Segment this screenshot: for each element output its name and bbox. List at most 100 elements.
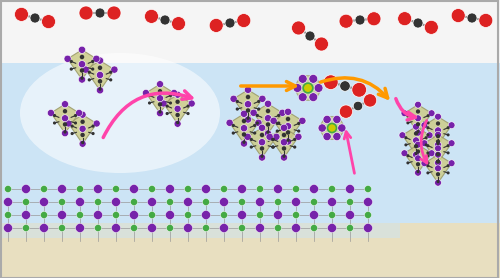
Circle shape [176, 121, 179, 124]
Circle shape [314, 84, 323, 92]
Circle shape [412, 151, 420, 158]
Circle shape [174, 91, 181, 98]
Circle shape [246, 108, 250, 113]
Circle shape [148, 185, 156, 192]
Circle shape [256, 224, 264, 232]
Circle shape [58, 225, 66, 232]
Circle shape [436, 172, 440, 176]
Polygon shape [424, 135, 452, 163]
Circle shape [414, 129, 422, 136]
Circle shape [238, 210, 246, 220]
Circle shape [328, 123, 336, 133]
Circle shape [76, 197, 84, 207]
Circle shape [184, 212, 192, 219]
Ellipse shape [296, 76, 320, 100]
Circle shape [286, 117, 290, 121]
Circle shape [446, 164, 450, 167]
Circle shape [112, 185, 119, 192]
Circle shape [130, 198, 138, 205]
Ellipse shape [320, 116, 344, 140]
Circle shape [295, 133, 302, 140]
Circle shape [4, 197, 13, 207]
Circle shape [184, 185, 192, 192]
Circle shape [166, 210, 174, 220]
Circle shape [413, 18, 423, 28]
Circle shape [323, 115, 331, 124]
Circle shape [272, 145, 275, 149]
Circle shape [446, 126, 450, 129]
Circle shape [280, 154, 287, 161]
Circle shape [76, 212, 84, 219]
Circle shape [244, 116, 252, 123]
Polygon shape [254, 104, 282, 133]
Circle shape [446, 144, 450, 147]
Circle shape [310, 225, 318, 232]
Circle shape [220, 224, 228, 232]
Circle shape [279, 109, 286, 116]
Circle shape [260, 155, 264, 158]
Circle shape [79, 111, 86, 118]
Circle shape [92, 125, 94, 128]
Circle shape [434, 141, 442, 148]
Circle shape [446, 151, 450, 154]
Circle shape [184, 224, 192, 232]
Circle shape [237, 14, 251, 28]
Circle shape [276, 130, 279, 133]
Circle shape [202, 185, 210, 193]
Circle shape [298, 75, 307, 83]
Circle shape [271, 138, 274, 141]
Circle shape [292, 197, 300, 207]
Circle shape [446, 133, 450, 136]
Circle shape [176, 100, 180, 104]
Circle shape [467, 13, 477, 23]
Circle shape [434, 165, 442, 172]
Circle shape [352, 83, 366, 97]
Circle shape [96, 57, 103, 64]
Circle shape [426, 154, 430, 157]
Circle shape [156, 95, 164, 102]
Circle shape [80, 120, 85, 124]
Circle shape [174, 105, 181, 112]
Circle shape [323, 132, 331, 141]
Circle shape [94, 225, 102, 232]
Circle shape [426, 151, 430, 154]
Circle shape [434, 113, 442, 120]
Circle shape [98, 66, 102, 70]
Circle shape [299, 117, 306, 124]
Circle shape [266, 122, 270, 127]
Polygon shape [164, 95, 192, 124]
Circle shape [339, 14, 353, 28]
Circle shape [170, 90, 177, 96]
Circle shape [79, 125, 86, 132]
Circle shape [426, 133, 430, 136]
Circle shape [91, 68, 94, 71]
Circle shape [416, 109, 420, 114]
Circle shape [256, 121, 259, 125]
Circle shape [271, 145, 274, 149]
Circle shape [340, 105, 352, 118]
Circle shape [112, 224, 120, 232]
Circle shape [40, 185, 48, 192]
Circle shape [434, 131, 442, 138]
Circle shape [232, 131, 235, 135]
Circle shape [58, 198, 66, 205]
Circle shape [160, 15, 170, 25]
Circle shape [264, 130, 272, 137]
Circle shape [421, 122, 428, 129]
Circle shape [280, 124, 287, 131]
Circle shape [40, 212, 48, 219]
Circle shape [48, 110, 54, 116]
Circle shape [65, 120, 72, 127]
Circle shape [414, 152, 418, 155]
Circle shape [93, 120, 100, 127]
Circle shape [169, 94, 172, 97]
Circle shape [293, 145, 296, 149]
Circle shape [80, 133, 85, 137]
Circle shape [58, 185, 66, 193]
Circle shape [259, 95, 266, 102]
Circle shape [174, 120, 181, 127]
Circle shape [95, 8, 105, 18]
Circle shape [448, 160, 455, 167]
Polygon shape [51, 104, 79, 133]
Circle shape [226, 119, 233, 126]
